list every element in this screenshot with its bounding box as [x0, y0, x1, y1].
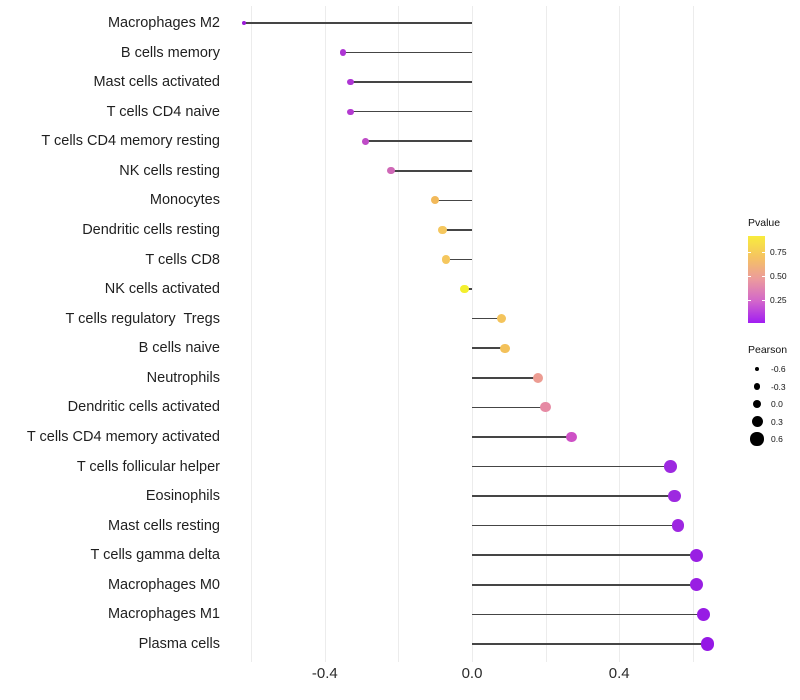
data-point-dot	[431, 196, 440, 205]
pvalue-legend-tick-mark	[748, 275, 751, 277]
y-axis-category-label: B cells memory	[120, 44, 220, 61]
y-axis-category-label: B cells naive	[138, 340, 220, 357]
data-point-dot	[347, 78, 354, 86]
x-axis-tick-label: -0.4	[311, 665, 338, 682]
lollipop-stem	[472, 406, 546, 409]
pvalue-gradient-bar	[748, 236, 765, 323]
lollipop-stem	[472, 554, 697, 556]
y-axis-category-label: Mast cells activated	[93, 74, 220, 91]
data-point-dot	[496, 313, 507, 324]
data-point-dot	[697, 607, 711, 621]
lollipop-stem	[435, 199, 472, 202]
y-axis-category-label: Macrophages M0	[107, 576, 220, 593]
lollipop-stem	[365, 140, 472, 143]
lollipop-stem	[243, 22, 472, 24]
lollipop-stem	[343, 51, 472, 54]
pearson-legend-label: 0.3	[771, 416, 783, 427]
lollipop-stem	[472, 583, 697, 586]
data-point-dot	[671, 519, 685, 533]
pvalue-legend-tick-mark	[762, 251, 765, 253]
data-point-dot	[566, 431, 577, 443]
legend-pvalue-title: Pvalue	[748, 217, 781, 229]
lollipop-stem	[472, 643, 708, 645]
pearson-legend-label: 0.6	[771, 434, 783, 444]
data-point-dot	[442, 255, 451, 264]
lollipop-stem	[472, 347, 506, 350]
y-axis-category-label: Eosinophils	[145, 488, 220, 504]
data-point-dot	[664, 460, 678, 473]
pvalue-legend-tick-label: 0.25	[770, 294, 787, 305]
x-gridline	[692, 6, 694, 662]
pvalue-legend-tick-mark	[748, 299, 751, 301]
lollipop-stem	[472, 376, 539, 379]
pvalue-legend-tick-mark	[748, 251, 751, 253]
data-point-dot	[460, 284, 469, 294]
lollipop-stem	[446, 258, 472, 261]
data-point-dot	[700, 637, 715, 651]
x-gridline	[472, 6, 473, 662]
y-axis-category-label: Dendritic cells resting	[82, 222, 220, 238]
y-axis-category-label: Plasma cells	[138, 635, 220, 652]
data-point-dot	[668, 489, 681, 503]
y-axis-category-label: NK cells activated	[104, 281, 220, 298]
x-axis-tick-label: 0.4	[608, 665, 630, 682]
x-gridline	[324, 6, 326, 662]
pearson-legend-size-dot	[750, 432, 764, 446]
y-axis-category-label: T cells CD4 memory resting	[41, 133, 220, 150]
pearson-legend-label: 0.0	[771, 399, 783, 409]
lollipop-stem	[442, 229, 472, 231]
x-gridline	[398, 6, 400, 662]
lollipop-stem	[472, 465, 671, 468]
y-axis-category-label: T cells follicular helper	[76, 458, 220, 475]
y-axis-category-label: NK cells resting	[119, 162, 220, 179]
x-gridline	[545, 6, 547, 662]
data-point-dot	[347, 108, 354, 115]
pearson-legend-size-dot	[752, 399, 762, 409]
data-point-dot	[689, 578, 704, 592]
y-axis-category-label: T cells gamma delta	[90, 547, 220, 564]
lollipop-stem	[350, 81, 472, 83]
data-point-dot	[438, 225, 447, 235]
lollipop-stem	[350, 110, 472, 113]
y-axis-category-label: Macrophages M1	[107, 606, 220, 623]
data-point-dot	[500, 343, 510, 353]
lollipop-stem	[472, 495, 675, 497]
data-point-dot	[241, 20, 246, 26]
data-point-dot	[387, 167, 395, 175]
y-axis-category-label: Neutrophils	[146, 369, 220, 386]
y-axis-category-label: Monocytes	[149, 192, 220, 209]
data-point-dot	[340, 49, 347, 56]
data-point-dot	[361, 137, 369, 145]
x-axis-tick-label: 0.0	[461, 665, 483, 682]
x-gridline	[251, 6, 253, 662]
pearson-legend-label: -0.6	[771, 364, 786, 374]
pvalue-legend-tick-mark	[762, 299, 765, 301]
legend-pearson-title: Pearson	[748, 344, 788, 356]
y-axis-category-label: T cells CD4 memory activated	[26, 428, 220, 445]
lollipop-stem	[472, 317, 502, 320]
y-axis-category-label: T cells CD8	[145, 251, 220, 268]
lollipop-stem	[472, 524, 679, 527]
y-axis-category-label: T cells CD4 naive	[106, 103, 220, 120]
pvalue-legend-tick-mark	[762, 275, 765, 277]
pearson-legend-size-dot	[753, 383, 761, 390]
pearson-legend-size-dot	[754, 366, 760, 372]
data-point-dot	[689, 548, 704, 562]
pvalue-legend-tick-label: 0.75	[770, 246, 787, 257]
x-gridline	[619, 6, 621, 662]
pearson-legend-label: -0.3	[771, 381, 786, 392]
y-axis-category-label: Mast cells resting	[107, 517, 220, 534]
y-axis-category-label: Macrophages M2	[107, 15, 220, 31]
data-point-dot	[540, 402, 551, 413]
lollipop-stem	[391, 170, 472, 172]
lollipop-stem	[472, 613, 704, 616]
y-axis-category-label: Dendritic cells activated	[67, 399, 220, 416]
data-point-dot	[533, 372, 544, 383]
lollipop-stem	[472, 436, 572, 438]
pvalue-legend-tick-label: 0.50	[770, 270, 787, 281]
y-axis-category-label: T cells regulatory Tregs	[65, 310, 220, 327]
pearson-legend-size-dot	[751, 416, 763, 427]
